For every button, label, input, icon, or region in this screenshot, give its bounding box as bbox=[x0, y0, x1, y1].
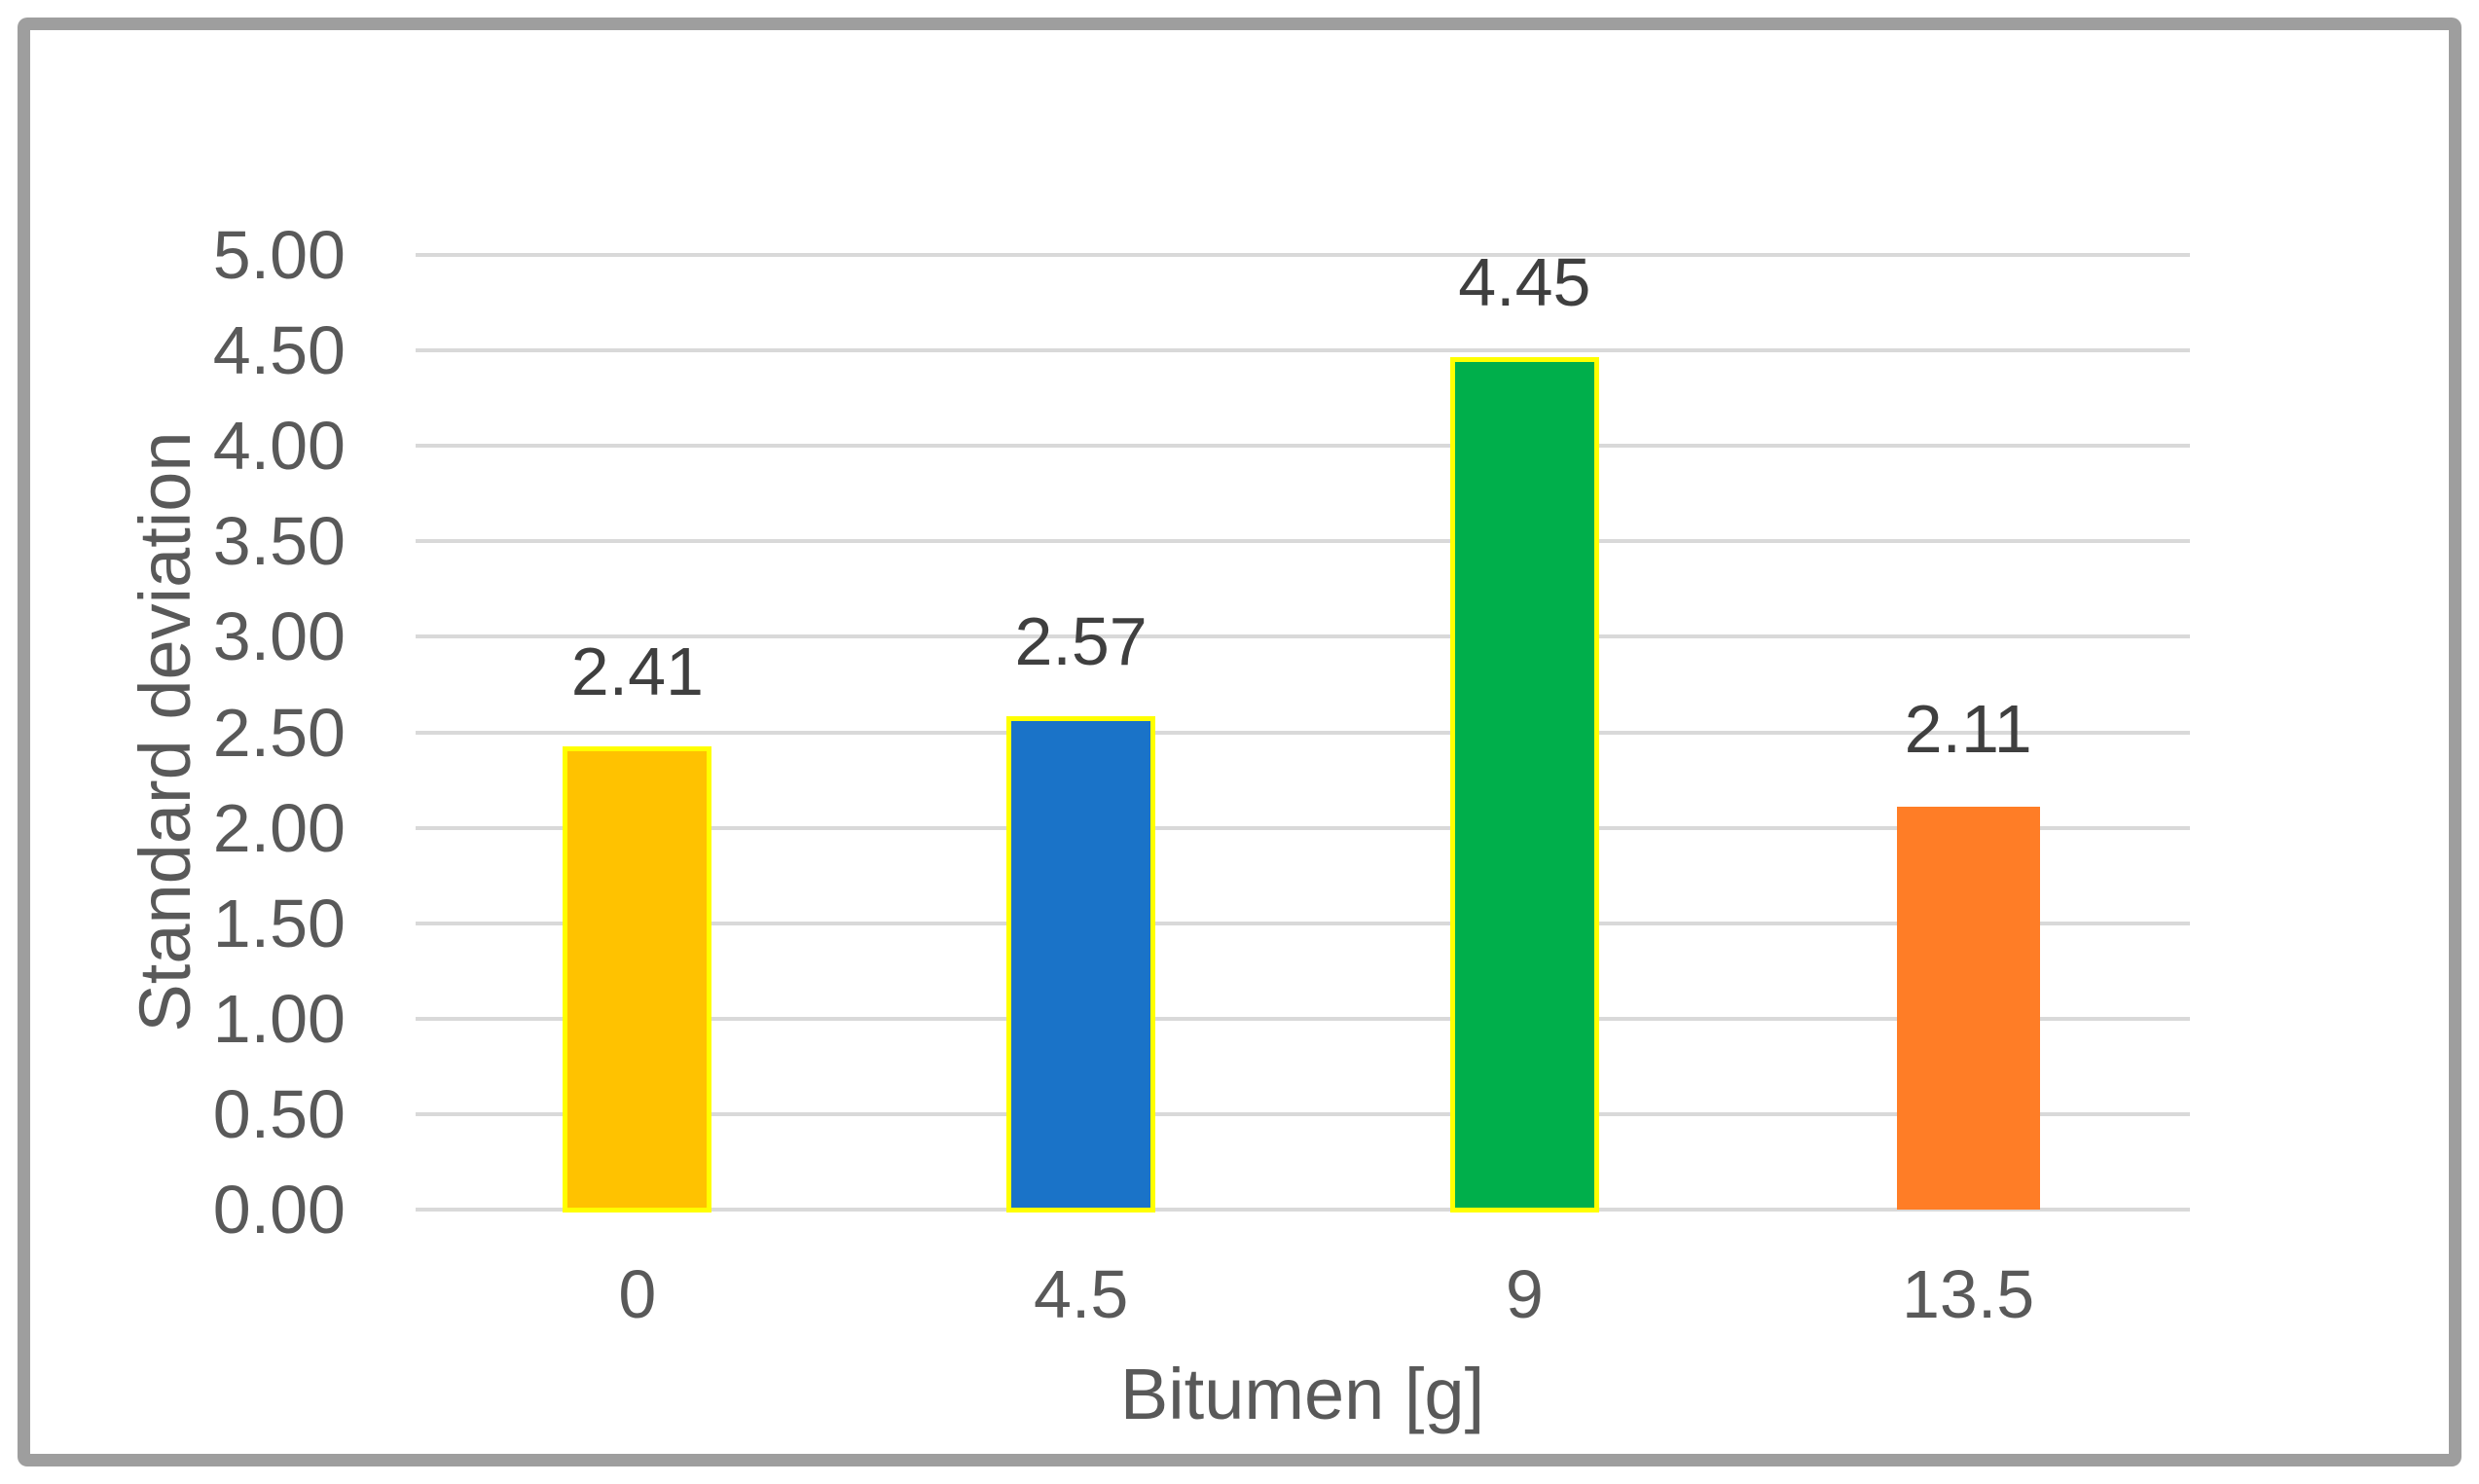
bar-4.5 bbox=[1006, 715, 1156, 1213]
x-tick-label: 9 bbox=[1505, 1256, 1544, 1332]
y-tick-label: 2.00 bbox=[212, 789, 346, 866]
y-tick-label: 0.50 bbox=[212, 1075, 346, 1152]
bar-value-label: 2.11 bbox=[1904, 691, 2032, 768]
gridline bbox=[416, 634, 2190, 639]
y-tick-label: 1.00 bbox=[212, 980, 346, 1057]
gridline bbox=[416, 539, 2190, 544]
chart-border-frame bbox=[18, 18, 2461, 1466]
y-tick-label: 4.00 bbox=[212, 408, 346, 485]
gridline bbox=[416, 1016, 2190, 1021]
y-tick-label: 2.50 bbox=[212, 694, 346, 771]
bar-value-label: 2.57 bbox=[1014, 602, 1148, 679]
y-tick-label: 4.50 bbox=[212, 312, 346, 389]
bar-13.5 bbox=[1896, 807, 2040, 1210]
x-tick-label: 4.5 bbox=[1033, 1256, 1129, 1332]
gridline bbox=[416, 1111, 2190, 1116]
y-tick-label: 3.00 bbox=[212, 598, 346, 675]
x-tick-label: 0 bbox=[618, 1256, 657, 1332]
gridline bbox=[416, 921, 2190, 925]
gridline bbox=[416, 444, 2190, 449]
y-tick-label: 5.00 bbox=[212, 217, 346, 293]
y-tick-label: 3.50 bbox=[212, 503, 346, 580]
x-axis-title: Bitumen [g] bbox=[1119, 1354, 1485, 1434]
y-tick-label: 0.00 bbox=[212, 1172, 346, 1248]
bar-value-label: 2.41 bbox=[570, 633, 704, 710]
bar-value-label: 4.45 bbox=[1458, 243, 1591, 320]
bar-9 bbox=[1449, 356, 1599, 1213]
bar-0 bbox=[563, 746, 712, 1213]
gridline bbox=[416, 348, 2190, 353]
gridline bbox=[416, 1208, 2190, 1212]
gridline bbox=[416, 825, 2190, 830]
gridline bbox=[416, 730, 2190, 735]
gridline bbox=[416, 253, 2190, 257]
plot-area bbox=[416, 253, 2190, 1213]
x-tick-label: 13.5 bbox=[1902, 1256, 2035, 1332]
y-tick-label: 1.50 bbox=[212, 885, 346, 961]
